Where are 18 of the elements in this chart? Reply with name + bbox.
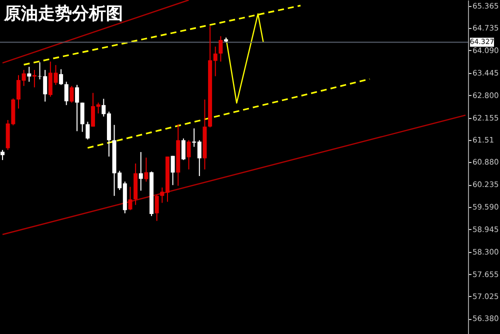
- candlestick: [186, 140, 191, 170]
- candlestick: [86, 121, 90, 140]
- candlestick: [128, 186, 132, 211]
- candlestick: [0, 149, 5, 161]
- candlestick: [170, 155, 175, 186]
- candlestick: [32, 69, 36, 88]
- candlestick: [144, 157, 148, 182]
- candlestick: [59, 68, 64, 86]
- candlestick: [75, 84, 80, 132]
- candlestick: [154, 194, 159, 222]
- chart-title: 原油走势分析图: [3, 4, 123, 24]
- candlestick: [181, 138, 186, 161]
- candlestick: [138, 152, 143, 192]
- candlestick: [80, 102, 84, 132]
- candlestick: [218, 36, 223, 62]
- candlestick: [27, 66, 32, 82]
- candlestick: [64, 81, 68, 106]
- candlestick: [70, 85, 74, 104]
